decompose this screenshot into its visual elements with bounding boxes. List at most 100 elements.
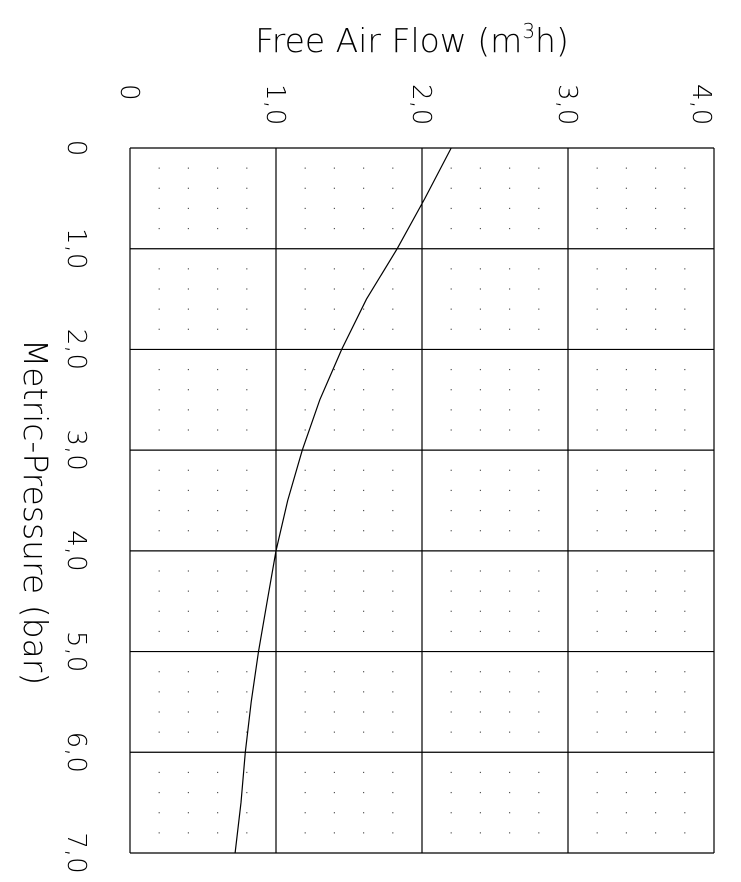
grid-dot [392,590,394,592]
grid-dot [187,530,189,532]
grid-dot [625,308,627,310]
grid-dot [246,812,248,814]
grid-dot [246,389,248,391]
flow-tick-label: 2,0 [406,84,436,125]
grid-dot [392,771,394,774]
grid-dot [596,187,598,189]
grid-dot [392,489,394,492]
grid-dot [509,429,511,431]
grid-dot [158,167,160,169]
grid-dot [450,509,452,512]
grid-dot [655,509,657,512]
grid-dot [363,590,365,592]
grid-dot [596,610,598,612]
grid-dot [392,288,394,290]
pressure-tick-label: 5,0 [61,631,91,672]
grid-dot [655,227,657,230]
grid-dot [596,812,598,814]
grid-dot [509,711,511,713]
grid-dot [363,691,365,693]
grid-dot [333,187,335,189]
grid-dot [187,328,189,330]
grid-dot [538,771,540,774]
grid-dot [158,429,160,431]
grid-dot [479,791,481,794]
grid-dot [655,590,657,592]
grid-dot [246,832,248,834]
grid-dot [509,771,511,774]
grid-dot [158,791,160,794]
grid-dot [625,711,627,713]
grid-dot [655,812,657,814]
grid-dot [509,308,511,310]
grid-dot [158,832,160,834]
grid-dot [479,308,481,310]
grid-dot [392,812,394,814]
grid-dot [304,288,306,290]
grid-dot [538,711,540,713]
grid-dot [304,610,306,612]
grid-dot [625,409,627,411]
grid-dot [187,227,189,230]
grid-dot [363,429,365,431]
grid-dot [246,409,248,411]
grid-dot [158,671,160,673]
grid-dot [333,791,335,794]
grid-dot [596,167,598,169]
grid-dot [538,570,540,572]
grid-dot [246,167,248,169]
grid-dot [363,771,365,774]
grid-dot [304,509,306,512]
grid-dot [217,469,219,471]
grid-dot [509,691,511,693]
grid-dot [625,368,627,371]
grid-dot [625,530,627,532]
grid-dot [684,509,686,512]
grid-dot [187,207,189,210]
grid-dot [246,691,248,693]
grid-dot [304,771,306,774]
grid-dot [450,630,452,633]
series-line [234,147,452,854]
grid-dot [158,771,160,774]
grid-dot [333,610,335,612]
grid-dot [187,509,189,512]
grid-dot [655,711,657,713]
grid-dot [479,268,481,270]
grid-dot [479,288,481,290]
grid-dot [217,489,219,492]
grid-dot [596,832,598,834]
grid-dot [625,731,627,733]
grid-dot [625,590,627,592]
grid-dot [246,711,248,713]
grid-dot [246,489,248,492]
grid-dot [304,489,306,492]
grid-dot [450,389,452,391]
grid-dot [509,832,511,834]
grid-dot [625,570,627,572]
grid-dot [304,832,306,834]
grid-dot [217,671,219,673]
flow-tick-label: 1,0 [260,84,290,125]
grid-dot [625,288,627,290]
grid-dot [187,368,189,371]
grid-dot [246,288,248,290]
pressure-tick-label: 0 [61,140,91,157]
grid-dot [479,368,481,371]
grid-dot [158,368,160,371]
grid-dot [655,832,657,834]
grid-dot [187,691,189,693]
grid-dot [450,570,452,572]
grid-dot [363,630,365,633]
grid-dot [596,469,598,471]
grid-dot [684,187,686,189]
flow-tick-label: 3,0 [552,84,582,125]
grid-dot [509,288,511,290]
grid-dot [333,832,335,834]
grid-dot [509,530,511,532]
grid-dot [392,167,394,169]
grid-dot [187,469,189,471]
grid-dot [625,791,627,794]
grid-dot [479,167,481,169]
grid-dot [596,227,598,230]
